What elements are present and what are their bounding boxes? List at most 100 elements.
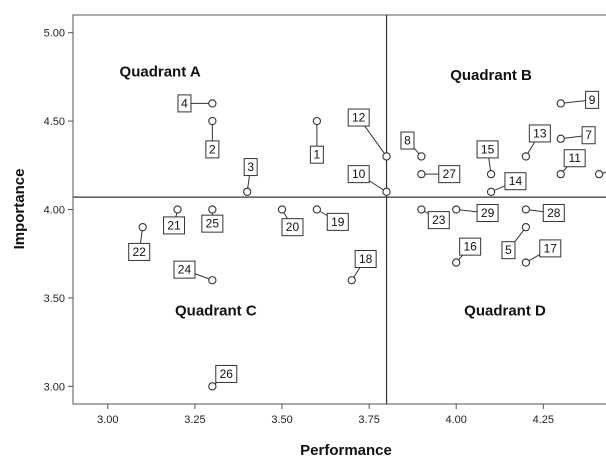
data-point <box>347 276 356 285</box>
data-point-group: 2 <box>205 116 220 159</box>
point-label-box <box>309 145 324 164</box>
point-label-box <box>504 172 527 191</box>
data-point-group: 6 <box>594 169 606 179</box>
x-tick-label: 4.25 <box>533 414 554 426</box>
data-point-group: 27 <box>417 165 461 184</box>
x-axis-title: Performance <box>300 442 392 459</box>
x-tick-label: 3.50 <box>271 414 292 426</box>
data-point <box>452 205 461 214</box>
data-point-group: 14 <box>486 172 527 196</box>
data-point-group: 4 <box>177 94 217 113</box>
point-label-box <box>354 250 377 269</box>
x-tick-label: 3.75 <box>358 414 379 426</box>
data-point <box>556 99 565 108</box>
data-point-group: 23 <box>417 205 450 230</box>
point-label-box <box>501 241 516 260</box>
data-point-group: 1 <box>309 116 324 164</box>
data-point <box>417 205 426 214</box>
point-label: 19 <box>331 215 345 229</box>
point-label-box <box>585 90 600 109</box>
point-label: 2 <box>209 142 216 156</box>
point-label: 23 <box>432 213 446 227</box>
point-label-box <box>163 216 186 235</box>
point-label-box <box>476 140 499 159</box>
data-point <box>417 169 426 179</box>
data-point-group: 5 <box>501 223 531 260</box>
point-label: 18 <box>359 252 373 266</box>
data-point <box>208 205 217 214</box>
point-label-box <box>205 140 220 159</box>
data-point <box>452 258 461 267</box>
data-point-group: 24 <box>173 260 217 285</box>
data-point-group: 22 <box>128 223 151 261</box>
point-label-box <box>243 158 258 177</box>
point-label: 4 <box>181 96 188 110</box>
point-label-box <box>542 204 565 223</box>
point-label: 8 <box>404 134 411 148</box>
data-point-group: 10 <box>347 165 391 196</box>
point-label: 27 <box>443 167 457 181</box>
data-point <box>382 152 391 161</box>
y-tick-label: 3.00 <box>44 381 65 393</box>
data-point-group: 29 <box>452 204 499 223</box>
data-point-group: 28 <box>521 204 565 223</box>
data-point <box>417 152 426 161</box>
data-point <box>521 258 531 267</box>
point-label-box <box>528 124 551 143</box>
point-label: 11 <box>568 151 581 165</box>
point-label-box <box>438 165 461 184</box>
data-point-group: 13 <box>521 124 551 161</box>
data-point-group: 12 <box>347 108 391 161</box>
data-point-group: 25 <box>201 205 224 233</box>
point-label-box <box>563 149 586 168</box>
data-point-group: 9 <box>556 90 600 109</box>
y-axis-title: Importance <box>11 169 28 250</box>
data-point <box>173 205 182 214</box>
point-label: 29 <box>481 206 495 220</box>
y-tick-label: 4.50 <box>44 116 65 128</box>
y-tick-label: 3.50 <box>44 293 65 305</box>
point-label: 5 <box>505 243 512 257</box>
plot-frame <box>72 14 606 405</box>
point-label: 14 <box>509 174 523 188</box>
data-point <box>594 169 604 179</box>
point-label-box <box>281 218 304 237</box>
data-point <box>138 223 147 232</box>
data-point <box>382 187 391 196</box>
quadrant-label: Quadrant C <box>175 302 257 319</box>
point-label: 7 <box>585 128 592 142</box>
point-label: 17 <box>544 241 558 255</box>
data-point <box>277 205 287 214</box>
point-label: 26 <box>220 367 234 381</box>
quadrant-label: Quadrant B <box>450 67 532 84</box>
data-point-group: 26 <box>208 364 238 391</box>
data-point-group: 15 <box>476 140 499 179</box>
point-label-box <box>128 242 151 261</box>
data-point <box>208 116 217 126</box>
quadrant-label: Quadrant D <box>464 302 546 319</box>
data-point <box>312 116 322 126</box>
data-point-group: 16 <box>452 237 482 267</box>
point-label: 22 <box>133 245 147 259</box>
x-tick-label: 3.00 <box>97 414 118 426</box>
leader-line <box>598 171 606 175</box>
point-label-box <box>539 239 562 258</box>
data-point-group: 8 <box>400 131 426 161</box>
point-label: 24 <box>178 263 192 277</box>
x-tick-label: 4.00 <box>446 414 467 426</box>
y-tick-label: 5.00 <box>44 28 65 40</box>
point-label: 16 <box>463 240 477 254</box>
point-label-box <box>215 364 238 383</box>
x-tick-label: 3.25 <box>184 414 205 426</box>
data-point <box>521 223 531 232</box>
point-label: 28 <box>547 206 561 220</box>
point-label-box <box>459 237 482 256</box>
point-label: 12 <box>352 111 366 125</box>
data-point-group: 21 <box>163 205 186 235</box>
point-label-box <box>347 165 370 184</box>
point-label: 10 <box>352 167 366 181</box>
point-label-box <box>427 211 450 230</box>
point-label: 13 <box>533 126 547 140</box>
data-point <box>208 276 217 285</box>
